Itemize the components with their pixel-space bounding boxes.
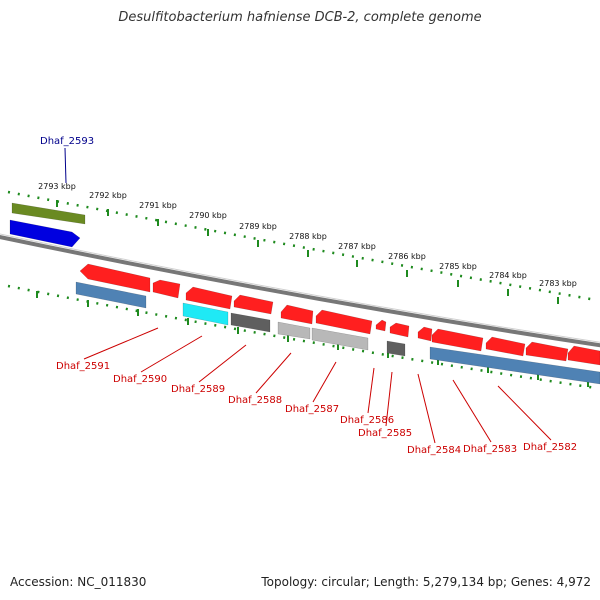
scale-tick-label: 2790 kbp (189, 211, 227, 220)
gene-dark-gray-2 (386, 340, 406, 357)
gene-forward-10 (431, 328, 484, 352)
gene-label-leader (198, 344, 247, 383)
gene-forward-1 (79, 263, 151, 293)
scale-tick-label: 2791 kbp (139, 201, 177, 210)
gene-light-gray-1 (277, 321, 311, 340)
gene-track-olive (11, 202, 86, 225)
scale-tick-label: 2792 kbp (89, 191, 127, 200)
gene-forward-2 (152, 279, 181, 299)
gene-dhaf-2589 (182, 302, 229, 326)
genome-backbone-highlight (0, 233, 600, 343)
gene-dhaf-2593 (9, 219, 81, 248)
gene-label-leader (255, 352, 292, 394)
scale-tick-label: 2793 kbp (38, 182, 76, 191)
gene-light-gray-2 (311, 327, 369, 351)
gene-forward-3 (185, 286, 233, 310)
gene-label-leader (452, 379, 492, 443)
gene-forward-7 (375, 319, 387, 332)
gene-dark-gray-1 (230, 312, 271, 333)
genome-summary-text: Topology: circular; Length: 5,279,134 bp… (261, 575, 591, 589)
gene-forward-12 (525, 341, 569, 362)
gene-label: Dhaf_2593 (40, 136, 94, 147)
gene-label: Dhaf_2590 (113, 374, 167, 385)
gene-track-steelblue-right (429, 346, 600, 385)
gene-label-leader (140, 335, 203, 373)
gene-label-leader (312, 361, 337, 403)
gene-label: Dhaf_2589 (171, 384, 225, 395)
scale-track-outer (7, 190, 597, 302)
gene-label-leader (497, 385, 552, 441)
map-title: Desulfitobacterium hafniense DCB-2, comp… (118, 10, 482, 25)
scale-tick-label: 2787 kbp (338, 242, 376, 251)
gene-label-leader (385, 371, 393, 427)
scale-tick-label: 2784 kbp (489, 271, 527, 280)
gene-forward-9 (417, 326, 433, 342)
gene-label: Dhaf_2582 (523, 442, 577, 453)
gene-label: Dhaf_2587 (285, 404, 339, 415)
scale-tick-label: 2789 kbp (239, 222, 277, 231)
gene-label: Dhaf_2591 (56, 361, 110, 372)
gene-label: Dhaf_2586 (340, 415, 394, 426)
gene-label-leader (64, 147, 67, 184)
scale-tick-label: 2788 kbp (289, 232, 327, 241)
gene-label: Dhaf_2583 (463, 444, 517, 455)
gene-label: Dhaf_2588 (228, 395, 282, 406)
scale-tick-label: 2786 kbp (388, 252, 426, 261)
genome-backbone (0, 235, 600, 348)
gene-label: Dhaf_2585 (358, 428, 412, 439)
gene-label-leader (367, 367, 375, 414)
gene-forward-5 (280, 304, 314, 325)
gene-label-leader (417, 373, 436, 444)
gene-forward-13 (567, 345, 600, 366)
gene-label: Dhaf_2584 (407, 445, 461, 456)
gene-forward-8 (389, 322, 410, 338)
scale-tick-label: 2783 kbp (539, 279, 577, 288)
gene-forward-4 (233, 294, 274, 315)
gene-forward-6 (315, 309, 373, 335)
gene-track-steelblue-left (75, 281, 147, 309)
accession-text: Accession: NC_011830 (10, 575, 147, 589)
gene-label-leader (83, 327, 159, 360)
scale-tick-label: 2785 kbp (439, 262, 477, 271)
gene-forward-11 (485, 336, 526, 357)
